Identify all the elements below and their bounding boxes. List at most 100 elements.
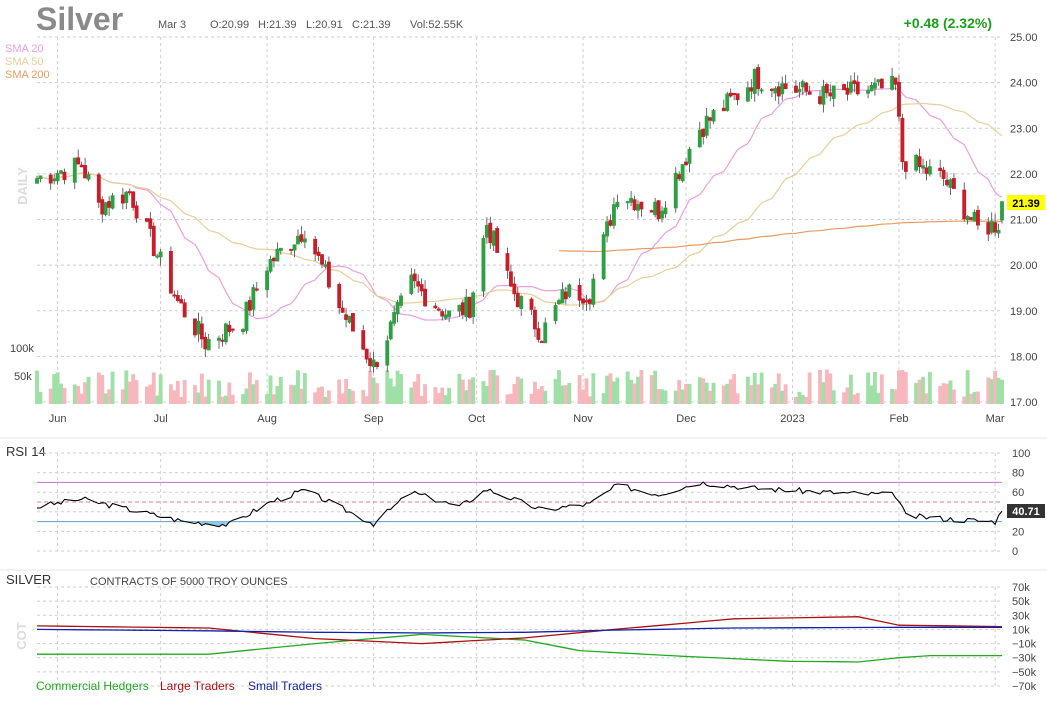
candle <box>251 284 256 317</box>
candle <box>794 80 798 93</box>
candle-body <box>168 250 173 294</box>
volume-bar <box>254 380 259 404</box>
candle-body <box>897 81 901 117</box>
candle <box>203 332 208 358</box>
candle <box>131 190 136 211</box>
volume-bar <box>316 387 321 404</box>
candle-body <box>553 305 558 322</box>
volume-bar <box>412 381 417 404</box>
candle <box>433 302 438 310</box>
candle-body <box>460 302 465 316</box>
volume-bar <box>632 383 637 404</box>
volume-bar <box>945 383 949 404</box>
candle <box>409 268 414 296</box>
price-tick-label: 25.00 <box>1010 32 1038 44</box>
candle-body <box>900 117 905 163</box>
candle <box>869 82 874 92</box>
candle <box>268 255 273 274</box>
volume-bar <box>608 373 613 404</box>
cot-tick-label: 10k <box>1012 624 1030 636</box>
volume-bar <box>897 370 901 404</box>
candle <box>632 195 637 212</box>
volume-bar <box>605 375 610 404</box>
candle-body <box>488 222 493 244</box>
volume-bar <box>728 379 733 404</box>
cot-tick-label: −10k <box>1012 639 1037 651</box>
volume-bar <box>193 385 197 404</box>
candle <box>375 361 379 370</box>
cot-tick-label: −30k <box>1012 653 1037 665</box>
candle <box>241 328 245 335</box>
volume-bar <box>697 377 702 404</box>
candle <box>344 308 349 328</box>
volume-bar <box>601 393 606 404</box>
candle <box>230 328 235 333</box>
candle <box>701 128 706 145</box>
candle <box>505 247 510 279</box>
candle <box>728 88 733 98</box>
date-tick-label: 2023 <box>780 413 804 425</box>
volume-bar <box>972 391 977 404</box>
candle <box>340 300 345 314</box>
volume-bar <box>845 387 850 404</box>
candle <box>800 79 805 96</box>
volume-bar <box>721 385 726 404</box>
cot-series-line <box>36 626 1002 634</box>
volume-bar <box>687 383 692 404</box>
candle <box>96 172 101 208</box>
daily-label: DAILY <box>15 167 30 205</box>
candle <box>914 154 919 173</box>
candle <box>59 170 63 175</box>
volume-bar <box>443 395 448 404</box>
candle-body <box>769 88 774 91</box>
legend-commercial-hedgers: Commercial Hedgers <box>36 679 149 693</box>
candle-body <box>855 81 860 95</box>
candle <box>855 75 860 96</box>
candle <box>797 82 802 98</box>
candle <box>917 148 922 174</box>
candle-body <box>543 322 548 344</box>
candle-body <box>704 115 709 136</box>
candle <box>395 299 400 323</box>
candle <box>436 306 441 312</box>
candle-body <box>55 172 60 182</box>
candle-body <box>471 292 476 318</box>
candle-body <box>244 301 249 331</box>
candle-body <box>62 171 67 181</box>
candlesticks <box>35 64 1004 373</box>
candle-body <box>536 328 541 340</box>
rsi-tick-label: 20 <box>1012 526 1024 538</box>
candle-body <box>443 314 448 319</box>
candle-body <box>962 189 967 220</box>
volume-bar <box>79 393 84 404</box>
candle-body <box>505 253 510 271</box>
volume-bar <box>917 379 922 404</box>
volume-bar <box>629 379 634 404</box>
volume-bar <box>96 372 101 404</box>
candle-body <box>842 84 846 91</box>
candle <box>38 175 43 183</box>
price-axis: 25.00 24.00 23.00 22.00 21.00 20.00 19.00 18.00… <box>1010 32 1038 409</box>
volume-bar <box>395 370 400 404</box>
candle <box>460 299 465 320</box>
volume-bar <box>278 377 283 404</box>
candle-body <box>557 300 561 305</box>
candle-body <box>567 284 572 297</box>
volume-bar <box>780 390 785 404</box>
candle-body <box>612 204 616 226</box>
candle <box>656 199 661 222</box>
candle-body <box>927 166 932 175</box>
volume-bar <box>172 390 177 404</box>
volume-bar <box>272 394 276 404</box>
candle-body <box>560 289 565 304</box>
volume-bar <box>127 381 132 404</box>
candle-body <box>371 359 376 368</box>
candle-body <box>848 81 853 93</box>
volume-bar <box>701 378 706 404</box>
candle <box>302 230 307 249</box>
candle-body <box>577 284 582 301</box>
rsi-oversold-fill <box>194 521 965 527</box>
volume-bar <box>735 393 740 404</box>
candle-body <box>59 170 63 174</box>
